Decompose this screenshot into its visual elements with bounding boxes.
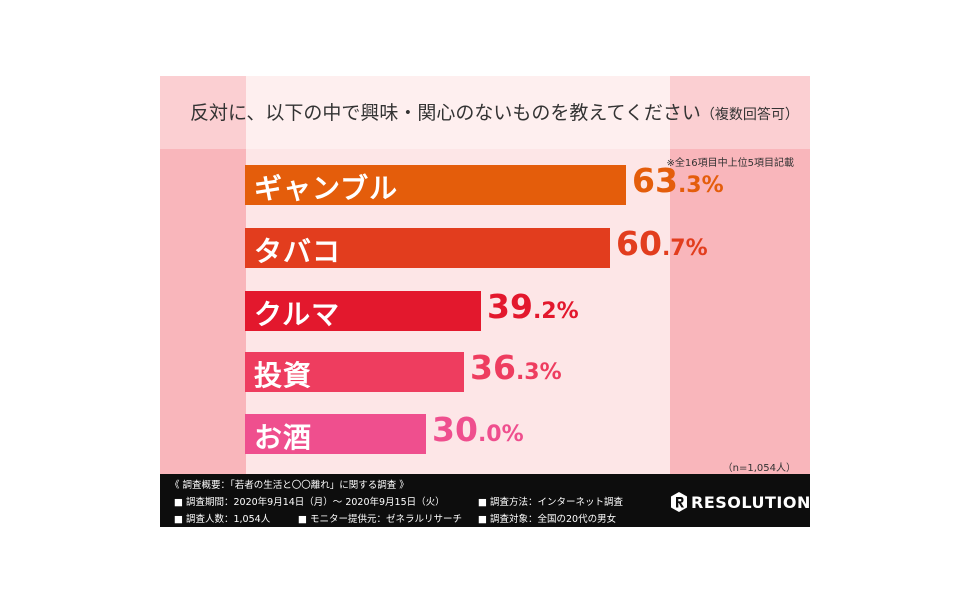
survey-footer: 《 調査概要：「若者の生活と〇〇離れ」に関する調査 》 ■ 調査期間：2020年… bbox=[160, 474, 810, 527]
bar-4: 投資 bbox=[245, 352, 464, 392]
chart-panel: 反対に、以下の中で興味・関心のないものを教えてください（複数回答可） ※全16項… bbox=[160, 76, 810, 474]
survey-heading: 《 調査概要：「若者の生活と〇〇離れ」に関する調査 》 bbox=[170, 480, 409, 491]
bar-value-label: 63.3% bbox=[632, 161, 724, 200]
bar-value-label: 39.2% bbox=[487, 287, 579, 326]
chart-title-suffix: （複数回答可） bbox=[700, 107, 799, 123]
resolution-logo: RESOLUTION bbox=[671, 492, 811, 512]
bar-2: タバコ bbox=[245, 228, 610, 268]
title-bar bbox=[160, 76, 810, 149]
bar-5: お酒 bbox=[245, 414, 426, 454]
survey-target: ■ 調査対象：全国の20代の男女 bbox=[478, 514, 617, 525]
bar-category-label: ギャンブル bbox=[254, 172, 399, 205]
survey-method: ■ 調査方法：インターネット調査 bbox=[478, 497, 623, 508]
bar-value-label: 36.3% bbox=[470, 348, 562, 387]
left-stripe bbox=[160, 76, 246, 474]
chart-title: 反対に、以下の中で興味・関心のないものを教えてください（複数回答可） bbox=[190, 102, 799, 124]
right-stripe bbox=[670, 76, 810, 474]
bar-value-label: 30.0% bbox=[432, 410, 524, 449]
survey-provider: ■ モニター提供元：ゼネラルリサーチ bbox=[298, 514, 462, 525]
survey-period: ■ 調査期間：2020年9月14日（月）～ 2020年9月15日（火） bbox=[174, 497, 445, 508]
sample-size-label: （n=1,054人） bbox=[722, 463, 796, 474]
resolution-logo-icon bbox=[671, 492, 687, 512]
bar-category-label: お酒 bbox=[254, 421, 313, 454]
bar-value-label: 60.7% bbox=[616, 224, 708, 263]
survey-count: ■ 調査人数：1,054人 bbox=[174, 514, 271, 525]
bar-category-label: クルマ bbox=[254, 298, 341, 331]
footnote: ※全16項目中上位5項目記載 bbox=[666, 158, 794, 169]
bar-1: ギャンブル bbox=[245, 165, 626, 205]
logo-text: RESOLUTION bbox=[691, 492, 811, 512]
bar-3: クルマ bbox=[245, 291, 481, 331]
bar-category-label: 投資 bbox=[254, 359, 313, 392]
bar-category-label: タバコ bbox=[254, 235, 342, 268]
